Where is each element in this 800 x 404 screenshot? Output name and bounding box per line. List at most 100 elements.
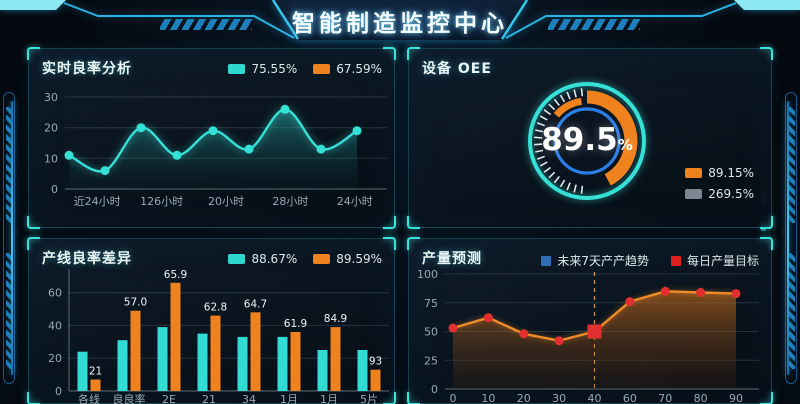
legend-label: 88.67% [251,252,298,266]
data-point [696,287,706,297]
legend-swatch [685,168,703,178]
x-axis-label: 1月 [280,393,298,404]
gauge-tick [543,109,552,116]
legend-swatch [685,189,703,199]
gauge-tick [548,171,556,179]
x-axis-label: 20小时 [208,195,244,208]
bar-value-label: 57.0 [124,297,147,309]
x-axis-label: 良良率 [113,392,146,404]
gauge-tick [543,166,552,173]
x-axis-label: 24小时 [337,195,373,208]
gauge-progress-arc [586,90,638,186]
x-axis-label: 10 [481,392,495,404]
data-point [316,144,326,154]
edge-stripes [6,107,13,223]
bar [317,350,328,391]
corner-bracket [383,216,396,229]
data-point [625,297,635,307]
legend-item[interactable]: 75.55% [228,62,297,76]
legend-item[interactable]: 269.5% [685,187,754,201]
x-axis-label: 30 [552,392,566,404]
bar [237,336,248,391]
panel-title: 设备 OEE [422,61,492,77]
data-point [280,104,290,114]
bar-value-label: 21 [89,366,102,378]
x-axis-label: 70 [658,392,672,404]
gauge-center-disk [557,111,617,171]
legend-item[interactable]: 89.59% [313,252,382,266]
legend-label: 每日产量目标 [686,254,759,268]
chart-legend: 75.55% 67.59% [228,62,382,76]
edge-stripes [788,107,795,223]
legend-label: 67.59% [336,62,382,76]
legend-item[interactable]: 88.67% [228,252,297,266]
legend-swatch [541,255,552,266]
chart-legend: 未来7天产产趋势 每日产量目标 [541,252,759,269]
bar-value-label: 93 [369,356,382,368]
bar [157,327,168,391]
x-axis-label: 60 [623,392,637,404]
gauge-tick [535,149,544,153]
data-point [352,126,362,136]
panel-title: 产线良率差异 [42,251,132,267]
corner-bracket [27,216,40,229]
header-stripes-left [160,19,252,30]
legend-label: 未来7天产产趋势 [557,254,649,268]
gauge-tick [559,179,566,188]
x-axis-label: 34 [242,393,256,404]
page-title: 智能制造监控中心 [292,11,508,37]
yield-diff-bar-chart: 0 20 40 60 各线 良良率 2E 21 34 1月 1月 5片 21 57.0 65.9 62.8 64… [48,269,389,404]
bar [90,379,101,391]
realtime-yield-chart: 0 10 20 30 近24小时 126小时 20小时 28小时 24小时 [44,91,387,208]
panel-realtime-yield: 实时良率分析 75.55% 67.59% 0 10 20 30 近24小时 126小时 20… [27,47,396,229]
gauge-outer-ring [528,82,646,200]
data-point [483,313,493,323]
bar-value-label: 62.8 [204,302,227,314]
legend-item[interactable]: 67.59% [313,62,382,76]
panel-oee: 设备 OEE 89.5% 89.15% 269.5% [407,47,773,229]
y-axis-label: 40 [48,319,62,332]
legend-label: 269.5% [708,187,754,201]
data-point [100,166,110,176]
corner-bracket [407,47,420,60]
gauge-value-number: 89.5 [541,122,618,158]
y-axis-label: 0 [55,385,62,398]
x-axis-label: 28小时 [272,195,308,208]
y-axis-label: 50 [424,326,438,339]
data-point [208,126,218,136]
bar [330,327,341,391]
legend-item[interactable]: 未来7天产产趋势 [541,252,649,269]
legend-swatch [228,254,246,264]
bar-value-label: 84.9 [324,313,347,325]
y-axis-label: 100 [417,268,438,281]
gauge-value: 89.5% [517,122,657,158]
data-point [519,329,529,339]
series-area [69,109,357,189]
bar [277,336,288,391]
y-axis-label: 20 [44,122,58,135]
gauge-tick [580,185,584,194]
data-point [731,289,741,299]
gauge-tick [573,184,577,193]
x-axis-label: 21 [202,393,216,404]
legend-swatch [313,64,331,74]
gauge-tick [559,94,566,103]
x-axis-label: 各线 [78,392,100,404]
gauge-tick [539,161,548,167]
bar [170,282,181,391]
legend-label: 89.59% [336,252,382,266]
data-point [554,336,564,346]
edge-stripes [6,253,13,369]
legend-item[interactable]: 89.15% [685,166,754,180]
gauge-value-unit: % [617,136,633,154]
panel-title: 实时良率分析 [42,61,132,77]
corner-bracket [383,237,396,250]
gauge-tick [573,89,577,98]
panel-forecast: 产量预测 未来7天产产趋势 每日产量目标 0 25 50 75 100 0 10 20 30 40… [407,237,773,404]
legend-item[interactable]: 每日产量目标 [670,252,759,269]
header-decoration [0,0,800,40]
x-axis-label: 126小时 [140,195,183,208]
bar [117,340,128,391]
header-stripes-right [548,19,640,30]
left-edge-decoration [3,92,15,384]
